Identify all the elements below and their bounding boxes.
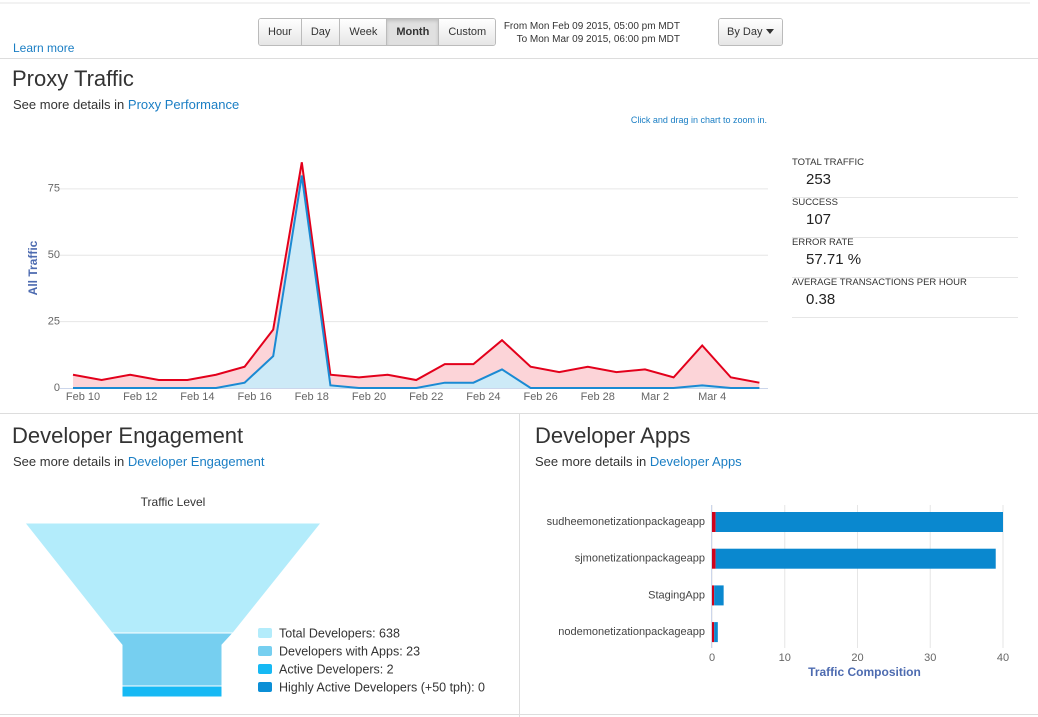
stat-number: 253 — [806, 171, 832, 188]
dropdown-label: By Day — [727, 26, 763, 38]
bar — [714, 585, 724, 606]
learn-more-link[interactable]: Learn more — [13, 41, 75, 55]
details-prefix: See more details in — [13, 97, 125, 112]
stat-value: 253 — [806, 171, 831, 188]
category-label: sjmonetizationpackageapp — [575, 553, 705, 565]
line — [72, 162, 760, 384]
bar — [712, 622, 715, 643]
y-axis-label: All Traffic — [26, 240, 40, 295]
x-tick-label: Mar 2 — [641, 391, 669, 403]
stat-number: 0.38 — [806, 291, 836, 308]
bar — [715, 548, 996, 569]
x-tick-label: Mar 4 — [698, 391, 726, 403]
details-link[interactable]: Developer Engagement — [127, 454, 265, 469]
dropdown-button[interactable]: By Day — [719, 19, 782, 45]
stat-label: TOTAL TRAFFIC — [792, 157, 864, 168]
group-by-dropdown[interactable]: By Day — [718, 18, 783, 46]
x-tick-label: Feb 16 — [237, 391, 271, 403]
y-tick-label: 25 — [48, 316, 60, 328]
stat: SUCCESS 107 — [792, 197, 1018, 238]
x-tick-label: Feb 26 — [523, 391, 557, 403]
x-tick-label: Feb 12 — [123, 391, 157, 403]
stat-number: 107 — [806, 211, 832, 228]
stat-label: AVERAGE TRANSACTIONS PER HOUR — [792, 277, 967, 288]
legend-swatch — [258, 646, 272, 656]
stat-value: 0.38 — [806, 291, 835, 308]
legend-swatch — [258, 682, 272, 692]
stat-unit: % — [847, 251, 862, 268]
category-label: sudheemonetizationpackageapp — [547, 516, 705, 528]
funnel-segment — [110, 632, 235, 687]
funnel-segment — [23, 522, 323, 634]
x-tick-label: Feb 24 — [466, 391, 500, 403]
x-tick-label: Feb 14 — [180, 391, 214, 403]
stat-number: 57.71 — [806, 251, 844, 268]
category-label: StagingApp — [648, 589, 705, 601]
stat-label: SUCCESS — [792, 197, 838, 208]
funnel-segment — [121, 685, 223, 698]
time-button[interactable]: Hour — [259, 19, 302, 45]
time-range-buttons: Hour Day Week Month Custom — [258, 18, 497, 46]
legend-swatch — [258, 664, 272, 674]
time-button[interactable]: Week — [340, 19, 388, 45]
x-axis-label: Traffic Composition — [808, 665, 921, 679]
bar — [715, 512, 1003, 532]
y-tick-label: 50 — [48, 249, 60, 261]
range-from: From Mon Feb 09 2015, 05:00 pm MDT — [503, 21, 680, 32]
x-tick-label: 10 — [779, 652, 791, 664]
bar — [712, 585, 715, 606]
details-prefix: See more details in — [535, 454, 647, 469]
x-tick-label: 0 — [709, 652, 715, 664]
x-tick-label: 30 — [924, 652, 936, 664]
time-button[interactable]: Day — [301, 19, 341, 45]
time-button[interactable]: Month — [387, 19, 440, 45]
caret — [765, 29, 774, 38]
x-tick-label: Feb 10 — [66, 391, 100, 403]
legend-swatch — [258, 628, 272, 638]
x-tick-label: Feb 28 — [581, 391, 615, 403]
line — [73, 175, 760, 389]
section-title: Developer Apps — [535, 423, 691, 448]
stat-value: 107 — [806, 211, 831, 228]
funnel-title: Traffic Level — [141, 495, 206, 509]
x-tick-label: Feb 18 — [295, 391, 329, 403]
details-link[interactable]: Developer Apps — [649, 454, 742, 469]
x-tick-label: Feb 20 — [352, 391, 386, 403]
legend-label: Total Developers: 638 — [279, 626, 400, 640]
zoom-hint: Click and drag in chart to zoom in. — [630, 115, 767, 125]
details-prefix: See more details in — [13, 454, 125, 469]
y-tick-label: 0 — [54, 382, 60, 394]
area — [73, 162, 760, 388]
details-line: See more details in Developer Apps — [535, 454, 742, 469]
x-tick-label: 20 — [851, 652, 863, 664]
legend-label: Highly Active Developers (+50 tph): 0 — [279, 680, 485, 694]
stat: AVERAGE TRANSACTIONS PER HOUR 0.38 — [792, 277, 1018, 318]
details-line: See more details in Developer Engagement — [13, 454, 265, 469]
stat-value: 57.71 % — [806, 251, 861, 268]
stat-label: ERROR RATE — [792, 237, 854, 248]
x-tick-label: Feb 22 — [409, 391, 443, 403]
area — [73, 175, 760, 388]
legend-label: Active Developers: 2 — [279, 662, 394, 676]
bar — [712, 548, 716, 569]
x-tick-label: 40 — [997, 652, 1009, 664]
stat: ERROR RATE 57.71 % — [792, 237, 1018, 278]
details-line: See more details in Proxy Performance — [13, 97, 239, 112]
category-label: nodemonetizationpackageapp — [558, 626, 705, 638]
details-link[interactable]: Proxy Performance — [127, 97, 240, 112]
bar — [714, 622, 718, 643]
y-tick-label: 75 — [48, 183, 60, 195]
stat: TOTAL TRAFFIC 253 — [792, 157, 1018, 198]
bar — [712, 512, 716, 532]
date-range: From Mon Feb 09 2015, 05:00 pm MDT To Mo… — [504, 20, 680, 46]
section-title: Developer Engagement — [12, 423, 244, 448]
range-to: To Mon Mar 09 2015, 06:00 pm MDT — [516, 34, 680, 45]
time-button[interactable]: Custom — [439, 19, 496, 45]
legend-label: Developers with Apps: 23 — [279, 644, 420, 658]
section-title: Proxy Traffic — [12, 66, 134, 91]
